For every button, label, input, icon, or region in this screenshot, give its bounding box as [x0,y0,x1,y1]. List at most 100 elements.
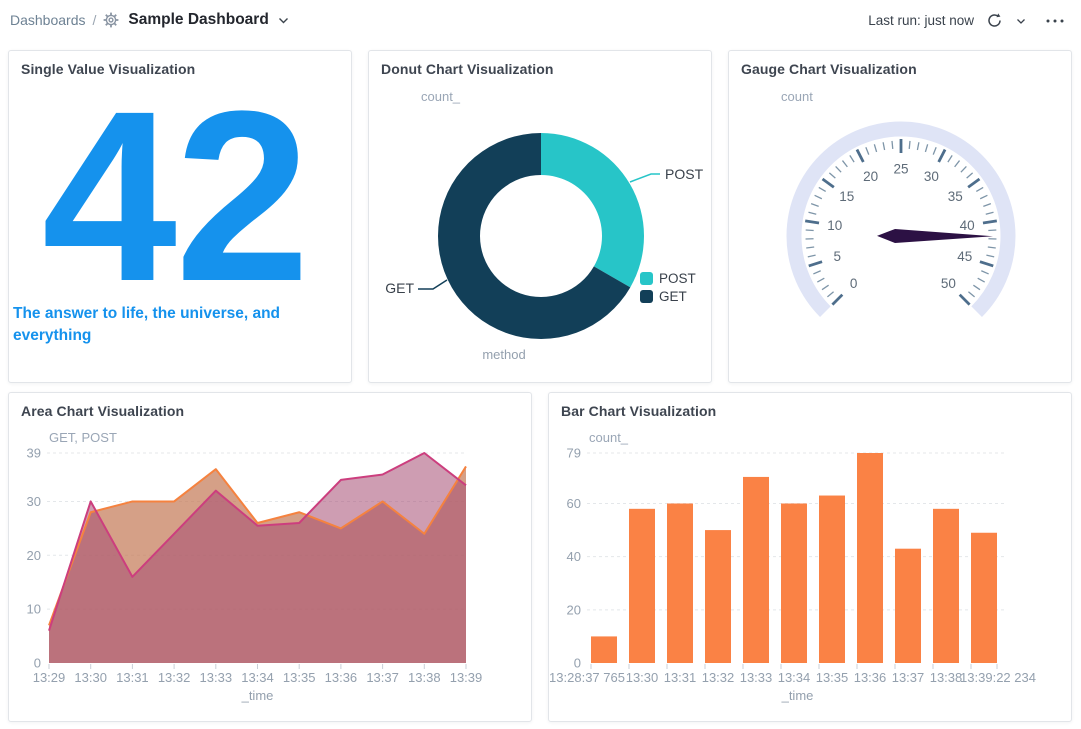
y-tick-label: 60 [567,496,581,511]
gear-icon [103,12,119,28]
x-tick-label: 13:38 [408,670,441,685]
gauge-tick [882,142,886,151]
gauge-tick [932,146,937,155]
y-tick-label: 79 [567,446,581,461]
gauge-field-label: count [781,89,813,104]
gauge-tick [986,254,995,258]
bar-13-28-37-765[interactable] [591,636,617,663]
x-axis-label: _time [241,688,274,703]
x-tick-label: 13:35 [283,670,316,685]
gauge-tick [814,194,823,200]
x-tick-label: 13:35 [816,670,849,685]
last-run-label: Last run: just now [868,13,974,28]
dashboard-header: Dashboards / Sample Dashboard [0,0,1081,44]
single-value-number: 42 [41,61,310,332]
y-tick-label: 0 [574,656,581,671]
gauge-tick [981,270,989,275]
legend-swatch-post[interactable] [640,272,653,285]
panel-single-value: Single Value Visualization 42 The answer… [8,50,352,383]
donut-slice-post[interactable] [541,133,644,288]
breadcrumb-dashboards-link[interactable]: Dashboards [10,12,86,28]
more-options-button[interactable] [1043,15,1067,27]
gauge-tick [827,291,834,298]
panel-bar-chart: Bar Chart Visualization count_ 0 20 40 60 79 1… [548,392,1072,722]
bar-13-38[interactable] [933,508,959,663]
donut-callout-line [418,279,448,290]
gauge-tick-label: 5 [834,249,842,264]
donut-callout-line [629,173,660,183]
bar-13-36[interactable] [857,453,883,663]
bar-13-32[interactable] [705,530,731,663]
gauge-tick [916,142,920,151]
gauge-tick-label: 45 [957,249,972,264]
legend-label: GET [659,289,687,304]
gauge-tick [982,219,998,225]
legend-swatch-get[interactable] [640,290,653,303]
panel-title: Donut Chart Visualization [381,61,554,77]
title-chevron-down-icon[interactable] [276,13,291,28]
x-tick-label: 13:30 [626,670,659,685]
gauge-tick [821,177,835,189]
gauge-tick [983,203,992,207]
gauge-tick [806,246,815,249]
x-tick-label: 13:39 [450,670,483,685]
area-line-post [48,452,467,631]
bar-13-34[interactable] [781,503,807,663]
gauge-tick [988,229,997,232]
bar-13-39-22-234[interactable] [971,532,997,663]
y-tick-label: 20 [27,548,41,563]
bar-13-30[interactable] [629,508,655,663]
gauge-tick-label: 40 [960,218,975,233]
gauge-tick [924,144,929,153]
y-tick-label: 0 [34,656,41,671]
bar-13-31[interactable] [667,503,693,663]
x-tick-label: 13:30 [74,670,107,685]
gauge-tick [865,146,870,155]
x-tick-label: 13:31 [664,670,697,685]
x-tick-label: 13:39:22 234 [960,670,1036,685]
refresh-chevron-down-icon[interactable] [1015,15,1027,27]
gauge-tick [973,284,981,291]
panel-donut-chart: Donut Chart Visualization count_ method PO… [368,50,712,383]
gauge-tick [937,148,947,163]
donut-callout-post: POST [665,166,704,182]
x-axis-label: _time [781,688,814,703]
gauge-tick [807,254,816,258]
gauge-tick [808,260,823,268]
bar-13-33[interactable] [743,476,769,663]
gauge-tick [849,155,855,163]
breadcrumb: Dashboards / Sample Dashboard [10,11,291,29]
y-tick-label: 10 [27,602,41,617]
gauge-tick [977,277,986,283]
gauge-tick [805,229,814,232]
bar-chart[interactable]: count_ 0 20 40 60 79 13:28:37 765 13:30 13:31 13:… [549,393,1071,721]
panel-area-chart: Area Chart Visualization GET, POST 0 10 20 3… [8,392,532,722]
gauge-tick [958,293,971,306]
gauge-tick-label: 10 [827,218,842,233]
x-tick-label: 13:38 [930,670,963,685]
x-tick-label: 13:37 [892,670,925,685]
y-tick-label: 40 [567,549,581,564]
gauge-tick [831,293,844,306]
x-tick-label: 13:34 [778,670,811,685]
donut-slice-get[interactable] [438,133,631,339]
gauge-needle [877,228,993,243]
gauge-tick [975,186,984,193]
gauge-tick [960,165,967,173]
x-tick-label: 13:31 [116,670,149,685]
refresh-button[interactable] [984,10,1005,31]
bar-13-37[interactable] [895,548,921,663]
gauge-tick [979,260,994,268]
donut-chart[interactable]: count_method POST GET POST GET [369,51,711,382]
gauge-tick [810,203,819,207]
gauge-tick [813,270,821,275]
gauge-tick [808,211,817,215]
bar-13-35[interactable] [819,495,845,663]
x-tick-label: 13:34 [241,670,274,685]
area-chart[interactable]: GET, POST 0 10 20 30 39 13:29 13:30 13:31 13:32 13… [9,393,531,721]
gauge-tick [966,172,974,179]
y-tick-label: 30 [27,494,41,509]
x-tick-label: 13:37 [366,670,399,685]
gauge-tick [987,246,996,249]
